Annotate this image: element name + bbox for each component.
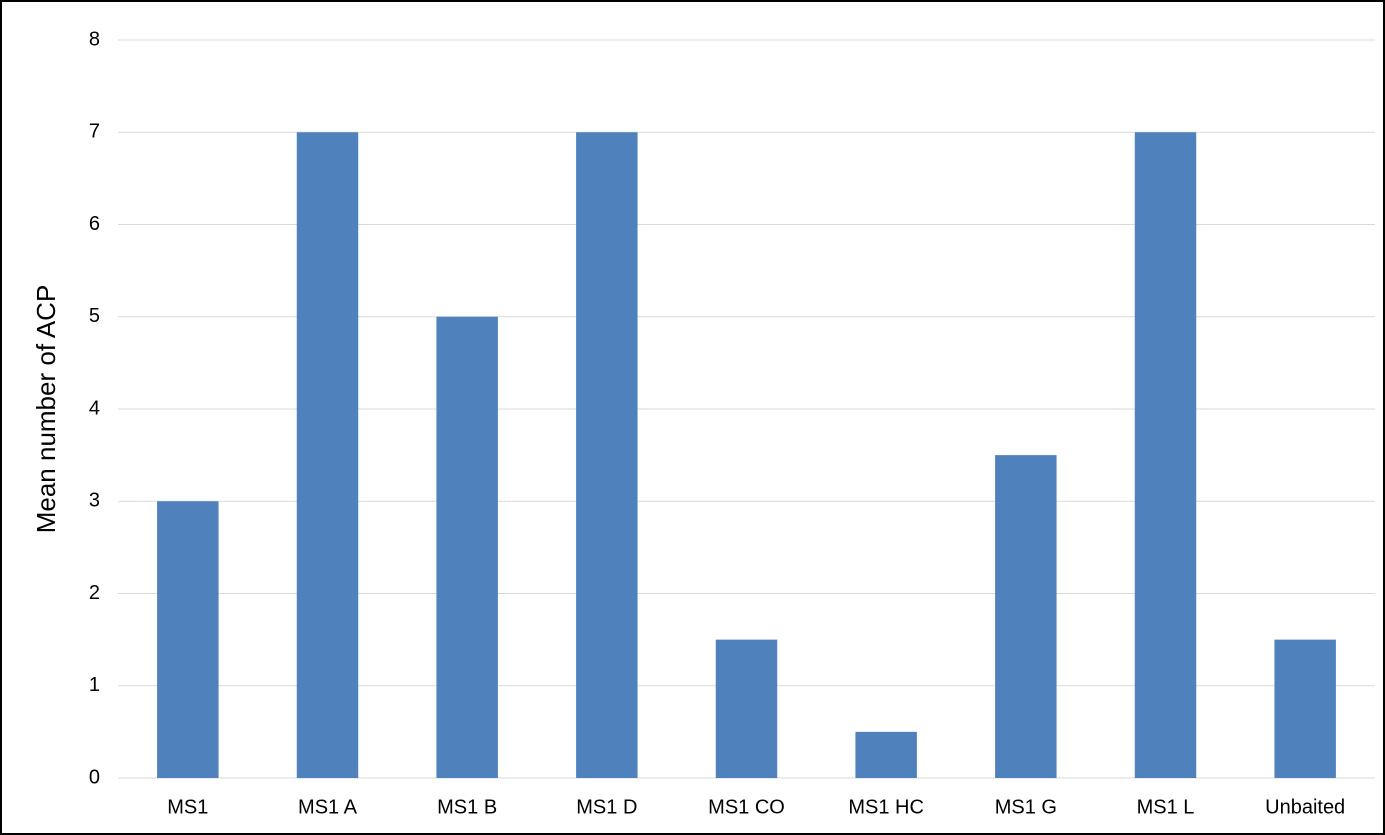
y-tick-label: 3 [89, 490, 100, 512]
bar [157, 501, 219, 778]
bar [1134, 132, 1197, 778]
y-tick-label: 5 [89, 305, 100, 327]
y-tick-label: 4 [89, 397, 100, 419]
y-tick-label: 7 [89, 121, 100, 143]
y-tick-label: 1 [89, 674, 100, 696]
bar [715, 639, 778, 778]
bar [1274, 639, 1336, 778]
bar [296, 132, 359, 778]
y-tick-label: 6 [89, 213, 100, 235]
x-tick-label: Unbaited [1265, 796, 1345, 818]
x-tick-label: MS1 B [437, 796, 497, 818]
bar [436, 316, 498, 778]
bar [995, 455, 1057, 778]
y-tick-label: 8 [89, 28, 100, 50]
x-tick-label: MS1 G [995, 796, 1057, 818]
x-tick-label: MS1 CO [708, 796, 785, 818]
bar [855, 731, 917, 778]
bar [576, 132, 638, 778]
x-tick-label: MS1 [167, 796, 208, 818]
x-tick-label: MS1 A [298, 796, 358, 818]
x-tick-label: MS1 L [1137, 796, 1195, 818]
y-axis-title: Mean number of ACP [31, 285, 61, 534]
x-tick-label: MS1 D [576, 796, 637, 818]
y-tick-label: 2 [89, 582, 100, 604]
y-tick-label: 0 [89, 766, 100, 788]
x-tick-label: MS1 HC [848, 796, 924, 818]
